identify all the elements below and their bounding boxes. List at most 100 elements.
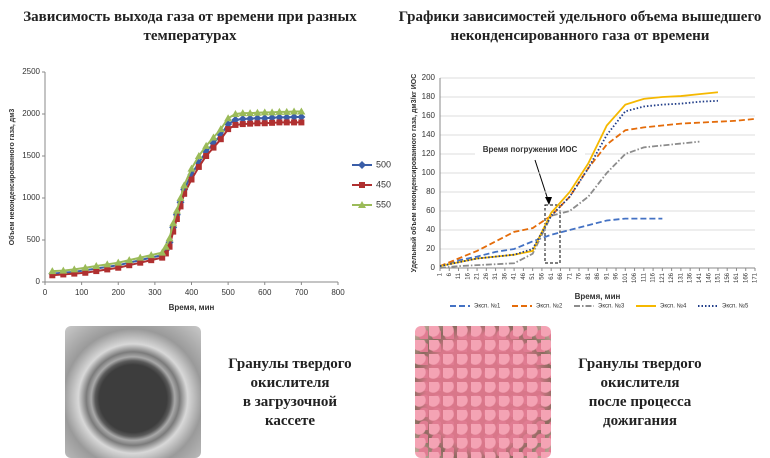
marker xyxy=(188,176,195,183)
series-line xyxy=(52,115,302,275)
annotation-arrowhead xyxy=(545,197,552,205)
marker xyxy=(181,190,188,197)
marker xyxy=(225,126,232,133)
legend-label: Эксп. №2 xyxy=(536,303,563,310)
caption-line: окислителя xyxy=(250,375,330,391)
x-tick-label: 700 xyxy=(295,288,309,297)
legend-label: Эксп. №1 xyxy=(474,303,501,310)
marker xyxy=(290,112,299,121)
series-line xyxy=(439,117,756,267)
y-tick-label: 1500 xyxy=(22,151,40,160)
marker xyxy=(148,257,155,264)
y-tick-label: 20 xyxy=(426,244,435,253)
marker xyxy=(60,271,67,278)
x-tick-label: 6 xyxy=(447,272,453,276)
y-tick-label: 120 xyxy=(422,149,436,158)
x-tick-label: 121 xyxy=(660,272,666,283)
series-line xyxy=(439,217,663,267)
marker xyxy=(136,253,145,261)
marker xyxy=(261,120,268,127)
x-tick-label: 1 xyxy=(438,272,444,276)
marker xyxy=(297,107,306,115)
x-tick-label: 400 xyxy=(185,288,199,297)
caption-line: кассете xyxy=(264,413,316,429)
marker xyxy=(238,115,247,124)
marker xyxy=(71,270,78,277)
y-tick-label: 2500 xyxy=(22,67,40,76)
x-tick-label: 111 xyxy=(641,272,647,282)
x-tick-label: 16 xyxy=(465,272,471,279)
marker xyxy=(291,119,298,126)
y-tick-label: 500 xyxy=(27,235,41,244)
x-tick-label: 26 xyxy=(484,272,490,279)
x-tick-label: 21 xyxy=(475,272,481,279)
marker xyxy=(231,110,240,117)
x-tick-label: 11 xyxy=(456,272,462,279)
x-axis-label: Время, мин xyxy=(169,303,215,312)
marker xyxy=(232,121,239,128)
marker xyxy=(268,113,277,122)
marker xyxy=(254,120,261,127)
x-tick-label: 36 xyxy=(502,272,508,279)
chart-title: Графики зависимостей удельного объема вы… xyxy=(398,9,762,44)
marker xyxy=(172,206,181,214)
caption-line: окислителя xyxy=(600,375,680,391)
marker xyxy=(209,133,218,141)
series-line xyxy=(439,91,719,267)
marker xyxy=(169,219,178,227)
marker xyxy=(187,164,196,172)
x-tick-label: 151 xyxy=(716,272,722,283)
marker xyxy=(159,254,166,261)
photo xyxy=(415,326,551,458)
x-tick-label: 51 xyxy=(530,272,536,279)
marker xyxy=(282,113,291,122)
series-line xyxy=(52,110,302,273)
marker xyxy=(282,107,291,115)
photo xyxy=(65,326,201,458)
x-tick-label: 106 xyxy=(632,272,638,283)
marker xyxy=(253,108,262,116)
marker xyxy=(48,267,57,275)
x-tick-label: 0 xyxy=(43,288,48,297)
legend-label: Эксп. №3 xyxy=(598,303,625,310)
x-tick-label: 166 xyxy=(743,272,749,283)
marker xyxy=(115,264,122,271)
marker xyxy=(247,120,254,127)
y-tick-label: 40 xyxy=(426,225,435,234)
marker xyxy=(358,201,366,208)
marker xyxy=(161,242,170,250)
marker xyxy=(203,153,210,159)
y-tick-label: 160 xyxy=(422,111,436,120)
marker xyxy=(239,121,246,128)
x-tick-label: 126 xyxy=(669,272,675,283)
x-tick-label: 600 xyxy=(258,288,272,297)
series-line xyxy=(439,99,718,267)
x-tick-label: 141 xyxy=(697,272,703,283)
annotation-bg xyxy=(475,144,585,157)
marker xyxy=(165,234,174,242)
marker xyxy=(103,260,112,268)
x-tick-label: 91 xyxy=(604,272,610,279)
x-tick-label: 500 xyxy=(221,288,235,297)
marker xyxy=(125,256,134,264)
marker xyxy=(195,163,202,170)
y-tick-label: 0 xyxy=(36,277,41,286)
x-tick-label: 300 xyxy=(148,288,162,297)
marker xyxy=(275,113,284,122)
marker xyxy=(173,216,180,222)
y-tick-label: 2000 xyxy=(22,109,40,118)
legend-label: Эксп. №4 xyxy=(660,303,687,310)
legend-label: 500 xyxy=(376,159,391,169)
marker xyxy=(298,119,305,126)
marker xyxy=(162,250,169,257)
series-line xyxy=(439,140,700,269)
marker xyxy=(276,119,283,126)
caption-line: Гранулы твердого xyxy=(228,356,352,372)
marker xyxy=(202,141,211,149)
x-tick-label: 116 xyxy=(651,272,657,282)
marker xyxy=(70,265,79,273)
y-axis-label: Удельный объем неконденсированного газа,… xyxy=(410,74,418,273)
x-tick-label: 161 xyxy=(734,272,740,283)
marker xyxy=(359,182,365,188)
